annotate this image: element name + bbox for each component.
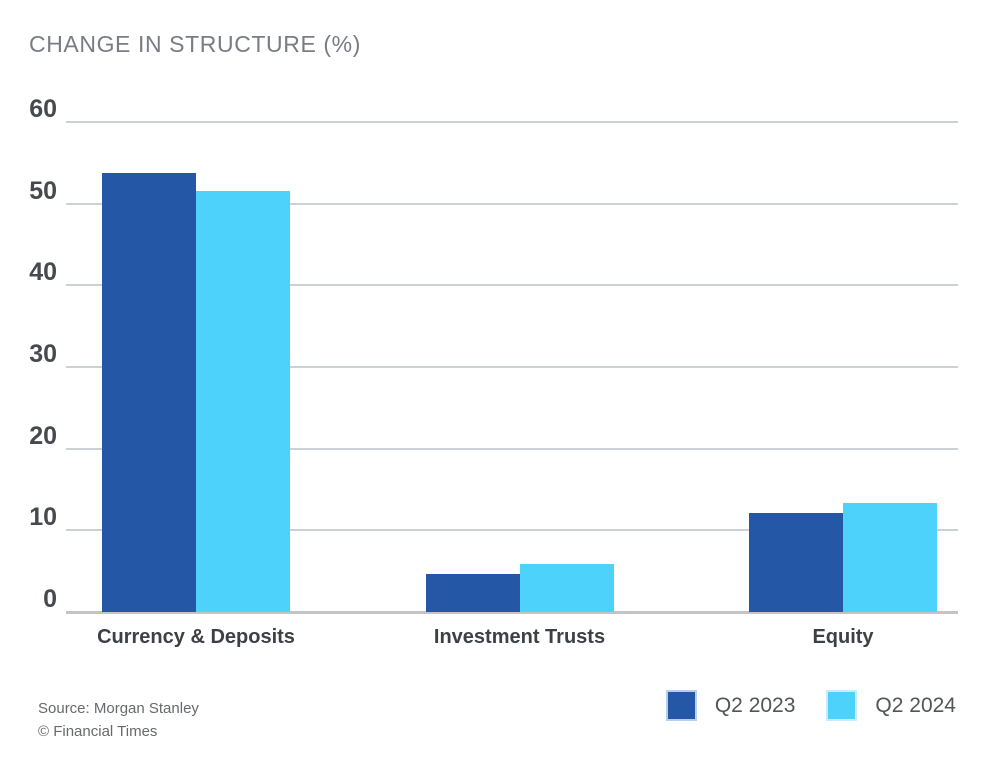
bar-q2-2023-investment-trusts xyxy=(425,574,520,612)
gridline-y-10 xyxy=(66,529,958,532)
y-tick-label-10: 10 xyxy=(29,503,57,532)
chart-title: CHANGE IN STRUCTURE (%) xyxy=(29,31,361,57)
gridline-y-40 xyxy=(66,284,958,287)
y-tick-label-30: 30 xyxy=(29,340,57,368)
gridline-y-30 xyxy=(66,366,958,368)
x-category-label-currency-deposits: Currency & Deposits xyxy=(97,626,295,648)
x-axis-baseline xyxy=(66,611,958,614)
x-category-label-equity: Equity xyxy=(812,626,874,648)
x-category-label-investment-trusts: Investment Trusts xyxy=(433,626,606,648)
bar-q2-2023-equity xyxy=(749,513,843,612)
y-tick-label-50: 50 xyxy=(29,176,57,205)
legend-swatch-q2-2024 xyxy=(826,690,858,721)
y-tick-label-60: 60 xyxy=(29,95,57,123)
legend-item-q2-2023: Q2 2023 xyxy=(665,690,796,721)
bar-q2-2024-investment-trusts xyxy=(519,563,614,612)
bar-q2-2023-currency-deposits xyxy=(102,173,196,612)
y-tick-label-0: 0 xyxy=(43,585,57,613)
source-text: Source: Morgan Stanley xyxy=(38,700,199,717)
legend-swatch-q2-2023 xyxy=(665,690,697,721)
gridline-y-60 xyxy=(66,121,958,123)
gridline-y-50 xyxy=(66,202,958,205)
legend-label-q2-2024: Q2 2024 xyxy=(875,693,956,717)
legend-label-q2-2023: Q2 2023 xyxy=(714,693,796,717)
y-tick-label-40: 40 xyxy=(29,258,57,287)
legend-item-q2-2024: Q2 2024 xyxy=(826,690,956,721)
bar-q2-2024-currency-deposits xyxy=(196,191,290,612)
copyright-text: © Financial Times xyxy=(38,723,158,740)
bar-q2-2024-equity xyxy=(843,502,937,612)
gridline-y-20 xyxy=(66,447,958,450)
source-block: Source: Morgan Stanley © Financial Times xyxy=(38,697,199,743)
legend: Q2 2023 Q2 2024 xyxy=(665,690,956,721)
y-tick-label-20: 20 xyxy=(29,421,57,450)
